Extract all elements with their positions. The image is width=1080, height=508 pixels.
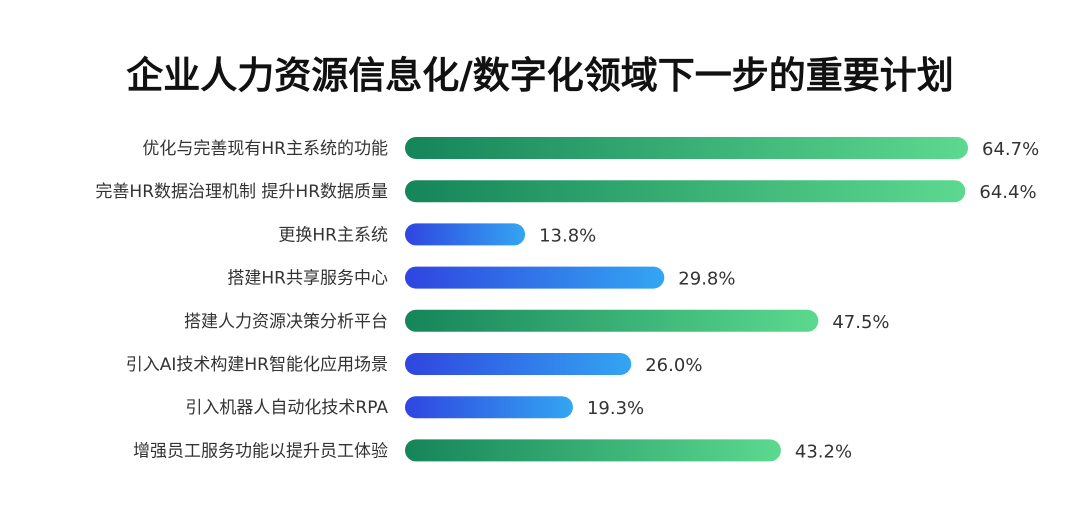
category-label: 搭建HR共享服务中心 xyxy=(227,269,388,289)
category-label: 完善HR数据治理机制 提升HR数据质量 xyxy=(95,182,388,202)
bar xyxy=(405,137,968,159)
value-label: 19.3% xyxy=(587,398,644,419)
value-label: 64.7% xyxy=(982,139,1039,160)
category-label: 引入AI技术构建HR智能化应用场景 xyxy=(126,355,388,375)
category-label: 优化与完善现有HR主系统的功能 xyxy=(142,139,388,159)
bar xyxy=(405,223,526,246)
category-label: 引入机器人自动化技术RPA xyxy=(185,398,388,418)
bar xyxy=(405,353,632,375)
value-label: 13.8% xyxy=(539,225,596,246)
chart-title: 企业人力资源信息化/数字化领域下一步的重要计划 xyxy=(126,54,954,97)
bar xyxy=(405,439,781,462)
bar xyxy=(405,396,573,419)
value-label: 26.0% xyxy=(645,355,702,376)
category-label: 增强员工服务功能以提升员工体验 xyxy=(133,441,388,461)
bar xyxy=(405,309,819,332)
category-label: 更换HR主系统 xyxy=(278,225,388,245)
bar xyxy=(405,266,665,289)
value-label: 47.5% xyxy=(832,312,889,333)
value-label: 64.4% xyxy=(979,182,1036,203)
category-label: 搭建人力资源决策分析平台 xyxy=(184,312,388,332)
bars-layer: 优化与完善现有HR主系统的功能 64.7% 完善HR数据治理机制 提升HR数据质量 6… xyxy=(95,137,1039,462)
value-label: 29.8% xyxy=(678,269,735,290)
bar xyxy=(405,180,966,203)
value-label: 43.2% xyxy=(795,441,852,462)
